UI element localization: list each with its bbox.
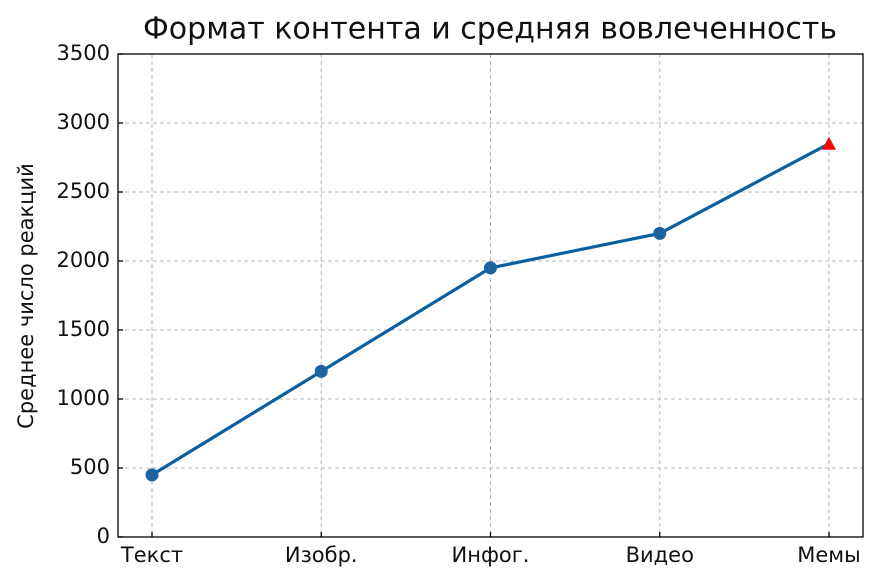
point-marker — [484, 261, 497, 275]
point-marker — [145, 468, 159, 482]
point-marker — [314, 364, 328, 378]
x-tick-label: Инфог. — [452, 543, 530, 567]
point-marker — [653, 226, 667, 240]
y-tick-label: 2000 — [57, 248, 110, 272]
y-tick-label: 500 — [70, 455, 110, 479]
y-tick-label: 3500 — [57, 41, 110, 65]
x-tick-label: Видео — [626, 543, 694, 567]
y-tick-label: 1000 — [57, 386, 110, 410]
x-tick-label: Изобр. — [285, 543, 358, 567]
x-tick-label: Мемы — [797, 543, 860, 567]
y-tick-label: 0 — [97, 524, 110, 548]
x-tick-label: Текст — [120, 543, 183, 567]
plot-frame — [117, 53, 864, 538]
point-marker — [822, 136, 836, 150]
chart-title: Формат контента и средняя вовлеченность — [143, 12, 837, 47]
y-tick-label: 2500 — [57, 179, 110, 203]
y-tick-label: 1500 — [57, 317, 110, 341]
y-axis-label: Среднее число реакций — [14, 163, 38, 429]
y-tick-label: 3000 — [57, 110, 110, 134]
